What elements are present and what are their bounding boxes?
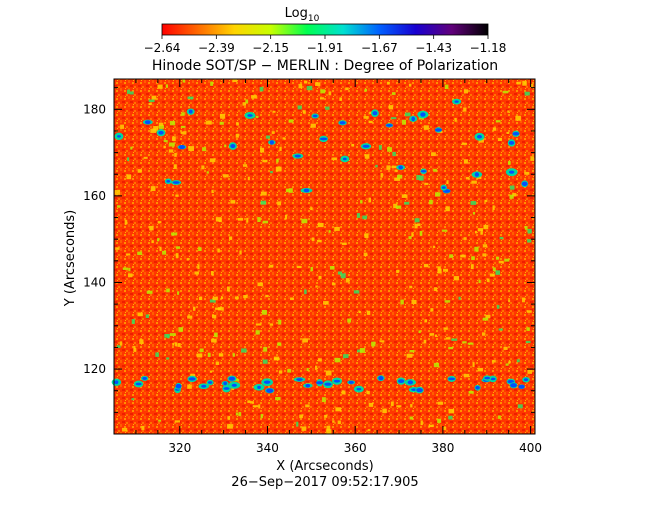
colorbar-tick-label: −1.91: [307, 41, 344, 55]
colorbar-tick-label: −2.64: [144, 41, 181, 55]
heatmap-image: [111, 79, 535, 434]
timestamp: 26−Sep−2017 09:52:17.905: [231, 475, 418, 490]
colorbar-tick-label: −2.39: [198, 41, 235, 55]
colorbar-tick-label: −1.67: [361, 41, 398, 55]
x-axis: 320 340 360 380 400: [113, 79, 542, 455]
y-axis-label: Y (Arcseconds): [63, 210, 78, 307]
x-tick-label: 400: [519, 441, 542, 455]
x-tick-label: 340: [256, 441, 279, 455]
x-tick-label: 360: [344, 441, 367, 455]
y-tick-label: 160: [83, 189, 106, 203]
x-axis-label: X (Arcseconds): [276, 459, 373, 474]
x-tick-label: 380: [431, 441, 454, 455]
heatmap-features: [111, 79, 535, 434]
colorbar-label: Log10: [285, 6, 320, 24]
y-tick-label: 140: [83, 275, 106, 289]
colorbar: [161, 23, 489, 36]
chart-title: Hinode SOT/SP − MERLIN : Degree of Polar…: [152, 58, 498, 74]
y-axis: 120 140 160 180: [83, 87, 535, 435]
colorbar-tick-label: −1.18: [470, 41, 507, 55]
colorbar-tick-label: −1.43: [415, 41, 452, 55]
plot-frame: [113, 78, 536, 435]
y-tick-label: 120: [83, 362, 106, 376]
colorbar-tick-label: −2.15: [252, 41, 289, 55]
y-tick-label: 180: [83, 102, 106, 116]
x-tick-label: 320: [168, 441, 191, 455]
colorbar-ticks: −2.64 −2.39 −2.15 −1.91 −1.67 −1.43 −1.18: [144, 35, 507, 55]
